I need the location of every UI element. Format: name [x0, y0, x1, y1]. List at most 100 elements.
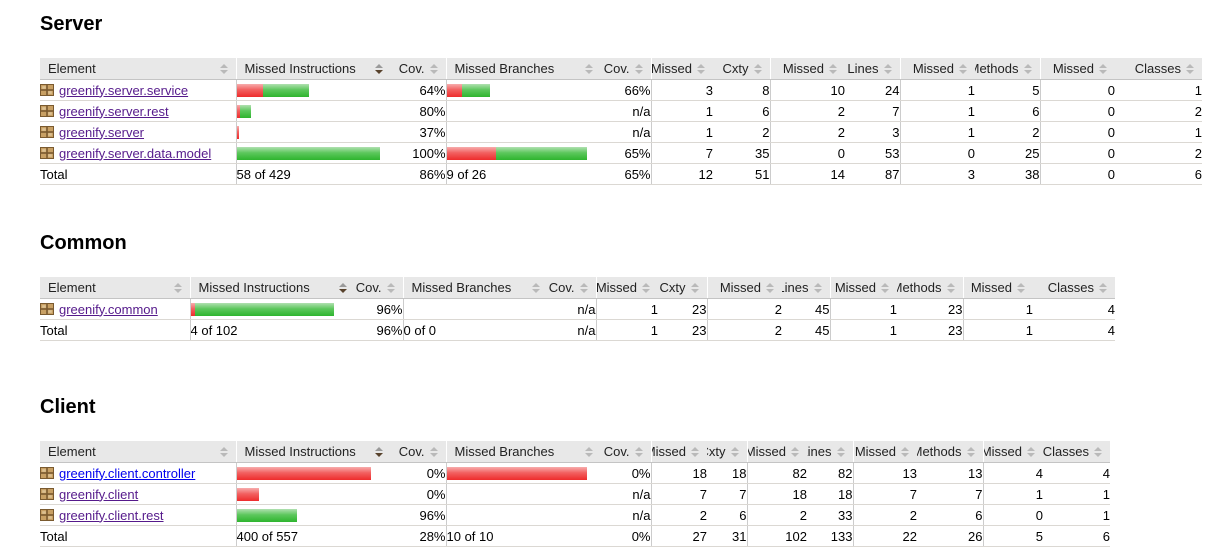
- sort-up-arrow: [690, 282, 699, 287]
- column-header-methods[interactable]: Methods: [975, 58, 1040, 80]
- sort-up-arrow: [642, 282, 650, 287]
- missed-classes-cell: 1: [982, 483, 1043, 505]
- page-title: Server: [40, 13, 103, 35]
- package-link[interactable]: greenify.server.service: [59, 82, 189, 98]
- package-link[interactable]: greenify.client.rest: [59, 507, 164, 523]
- sort-down-arrow: [691, 452, 699, 457]
- package-link[interactable]: greenify.server.data.model: [59, 145, 212, 161]
- sort-up-arrow: [219, 63, 228, 68]
- column-header-element[interactable]: Element: [40, 441, 236, 463]
- missed-instructions-cell: [235, 142, 391, 164]
- sort-arrows-icon: [1094, 446, 1102, 457]
- column-header-missed[interactable]: Missed: [899, 58, 975, 80]
- column-header-cov[interactable]: Cov.: [355, 277, 403, 299]
- total-missed-lines-cell: 2: [706, 319, 782, 341]
- column-header-missed[interactable]: Missed: [852, 441, 917, 463]
- sort-down-arrow: [532, 288, 540, 293]
- sort-up-arrow: [881, 282, 889, 287]
- column-header-methods[interactable]: Methods: [917, 441, 983, 463]
- column-header-cov[interactable]: Cov.: [391, 441, 446, 463]
- sort-down-arrow: [883, 69, 892, 74]
- column-header-missed[interactable]: Missed: [706, 277, 782, 299]
- column-header-classes[interactable]: Classes: [1043, 441, 1110, 463]
- column-header-missed-instructions[interactable]: Missed Instructions: [189, 277, 355, 299]
- missed-branches-bar: [447, 126, 601, 139]
- column-header-cxty[interactable]: Cxty: [713, 58, 770, 80]
- methods-cell: 5: [975, 79, 1040, 101]
- column-header-element[interactable]: Element: [40, 58, 236, 80]
- sort-up-arrow: [386, 282, 395, 287]
- missed-methods-cell: 1: [899, 121, 975, 143]
- column-header-missed[interactable]: Missed: [650, 441, 707, 463]
- sort-down-arrow: [1023, 69, 1032, 74]
- column-header-label: Lines: [782, 280, 809, 295]
- page-title: Client: [40, 396, 96, 418]
- column-header-methods[interactable]: Methods: [897, 277, 963, 299]
- column-header-missed[interactable]: Missed: [595, 277, 658, 299]
- column-header-missed[interactable]: Missed: [962, 277, 1033, 299]
- package-link[interactable]: greenify.client.controller: [59, 465, 196, 481]
- column-header-label: Element: [48, 61, 96, 76]
- sort-up-arrow: [766, 282, 774, 287]
- total-cxty-cell: 31: [707, 525, 747, 547]
- column-header-missed[interactable]: Missed: [829, 277, 897, 299]
- sort-up-arrow: [966, 446, 975, 451]
- column-header-missed[interactable]: Missed: [769, 58, 845, 80]
- column-header-classes[interactable]: Classes: [1033, 277, 1115, 299]
- column-header-missed-branches[interactable]: Missed Branches: [445, 441, 601, 463]
- cxty-cell: 6: [707, 504, 747, 526]
- column-header-missed-branches[interactable]: Missed Branches: [402, 277, 548, 299]
- sort-up-arrow: [1186, 63, 1194, 68]
- element-cell: greenify.client: [40, 483, 236, 505]
- column-header-missed[interactable]: Missed: [746, 441, 807, 463]
- table-row: greenify.client 0% n/a 7 7 18 18 7 7 1 1: [40, 483, 1110, 505]
- column-header-cov[interactable]: Cov.: [601, 441, 651, 463]
- column-header-lines[interactable]: Lines: [782, 277, 830, 299]
- column-header-cxty[interactable]: Cxty: [707, 441, 747, 463]
- column-header-lines[interactable]: Lines: [845, 58, 900, 80]
- total-missed-methods-cell: 22: [852, 525, 917, 547]
- column-header-missed[interactable]: Missed: [1039, 58, 1115, 80]
- table-row: greenify.server.data.model 100% 65% 7 35 0 53 0…: [40, 142, 1202, 164]
- sort-up-arrow: [634, 446, 643, 451]
- missed-branches-bar: [447, 105, 601, 118]
- element-cell: greenify.client.controller: [40, 462, 236, 484]
- column-header-missed-instructions[interactable]: Missed Instructions: [235, 58, 391, 80]
- column-header-lines[interactable]: Lines: [807, 441, 853, 463]
- missed-branches-cell: [445, 121, 601, 143]
- missed-cxty-cell: 1: [650, 100, 713, 122]
- element-cell: greenify.common: [40, 298, 190, 320]
- column-header-cov[interactable]: Cov.: [601, 58, 651, 80]
- column-header-missed[interactable]: Missed: [982, 441, 1043, 463]
- table-row: greenify.client.rest 96% n/a 2 6 2 33 2 6 0 1: [40, 504, 1110, 526]
- covered-bar-segment: [194, 302, 334, 316]
- column-header-missed[interactable]: Missed: [650, 58, 713, 80]
- column-header-element[interactable]: Element: [40, 277, 190, 299]
- sort-arrows-icon: [946, 282, 955, 293]
- package-link[interactable]: greenify.common: [59, 301, 158, 317]
- package-link[interactable]: greenify.server: [59, 124, 145, 140]
- column-header-missed-instructions[interactable]: Missed Instructions: [235, 441, 391, 463]
- column-header-cov[interactable]: Cov.: [391, 58, 446, 80]
- column-header-missed-branches[interactable]: Missed Branches: [445, 58, 601, 80]
- instruction-coverage-cell: 0%: [391, 462, 446, 484]
- table-header: Element Missed Instructions Cov. Missed Bra…: [40, 441, 1110, 463]
- package-link[interactable]: greenify.client: [59, 486, 139, 502]
- column-header-classes[interactable]: Classes: [1115, 58, 1202, 80]
- column-header-label: Missed Instructions: [244, 444, 356, 459]
- column-header-cov[interactable]: Cov.: [548, 277, 596, 299]
- total-instruction-coverage-cell: 96%: [355, 319, 403, 341]
- column-header-cxty[interactable]: Cxty: [658, 277, 707, 299]
- total-instructions-cell: 58 of 429: [235, 163, 391, 185]
- missed-methods-cell: 1: [899, 79, 975, 101]
- package-link[interactable]: greenify.server.rest: [59, 103, 169, 119]
- missed-classes-cell: 0: [982, 504, 1043, 526]
- total-instruction-coverage-cell: 28%: [391, 525, 446, 547]
- missed-methods-cell: 1: [829, 298, 897, 320]
- missed-instructions-bar: [237, 83, 391, 97]
- table-header: Element Missed Instructions Cov. Missed Bra…: [40, 277, 1115, 299]
- sort-down-arrow: [579, 288, 588, 293]
- missed-instructions-cell: [189, 298, 355, 320]
- missed-bar-segment: [447, 466, 587, 480]
- branch-coverage-cell: 65%: [601, 142, 651, 164]
